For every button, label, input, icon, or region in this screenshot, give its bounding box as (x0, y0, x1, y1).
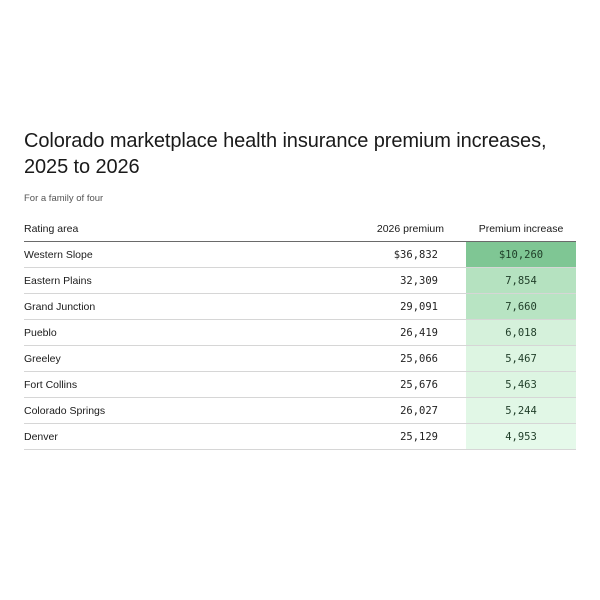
premium-cell: 26,419 (324, 319, 466, 346)
rating-area-cell: Pueblo (24, 319, 324, 346)
premium-increase-cell: $10,260 (466, 241, 576, 268)
table-row: Grand Junction 29,091 7,660 (24, 293, 576, 320)
premium-increase-cell: 4,953 (466, 423, 576, 450)
premium-cell: $36,832 (324, 241, 466, 268)
premium-increase-cell: 6,018 (466, 319, 576, 346)
premium-table: Rating area 2026 premium Premium increas… (24, 217, 576, 450)
table-body: Western Slope $36,832 $10,260 Eastern Plain… (24, 241, 576, 450)
premium-increase-cell: 7,660 (466, 293, 576, 320)
premium-cell: 25,129 (324, 423, 466, 450)
chart-title: Colorado marketplace health insurance pr… (24, 130, 547, 178)
table-row: Denver 25,129 4,953 (24, 423, 576, 450)
premium-increase-cell: 5,463 (466, 371, 576, 398)
rating-area-cell: Greeley (24, 345, 324, 372)
premium-cell: 25,066 (324, 345, 466, 372)
premium-cell: 25,676 (324, 371, 466, 398)
column-header-2026-premium: 2026 premium (324, 217, 466, 242)
table-row: Colorado Springs 26,027 5,244 (24, 397, 576, 424)
header-row: Rating area 2026 premium Premium increas… (24, 217, 576, 242)
table-chart: Colorado marketplace health insurance pr… (24, 128, 576, 450)
rating-area-cell: Eastern Plains (24, 267, 324, 294)
table-row: Eastern Plains 32,309 7,854 (24, 267, 576, 294)
premium-cell: 32,309 (324, 267, 466, 294)
column-header-premium-increase: Premium increase (466, 217, 576, 242)
rating-area-cell: Western Slope (24, 241, 324, 268)
rating-area-cell: Grand Junction (24, 293, 324, 320)
rating-area-cell: Colorado Springs (24, 397, 324, 424)
column-header-rating-area: Rating area (24, 217, 324, 242)
rating-area-cell: Denver (24, 423, 324, 450)
premium-cell: 26,027 (324, 397, 466, 424)
table-row: Pueblo 26,419 6,018 (24, 319, 576, 346)
table-row: Greeley 25,066 5,467 (24, 345, 576, 372)
table-row: Fort Collins 25,676 5,463 (24, 371, 576, 398)
premium-cell: 29,091 (324, 293, 466, 320)
premium-increase-cell: 7,854 (466, 267, 576, 294)
premium-increase-cell: 5,244 (466, 397, 576, 424)
premium-increase-cell: 5,467 (466, 345, 576, 372)
rating-area-cell: Fort Collins (24, 371, 324, 398)
chart-subtitle: For a family of four (24, 193, 104, 204)
table-row: Western Slope $36,832 $10,260 (24, 241, 576, 268)
